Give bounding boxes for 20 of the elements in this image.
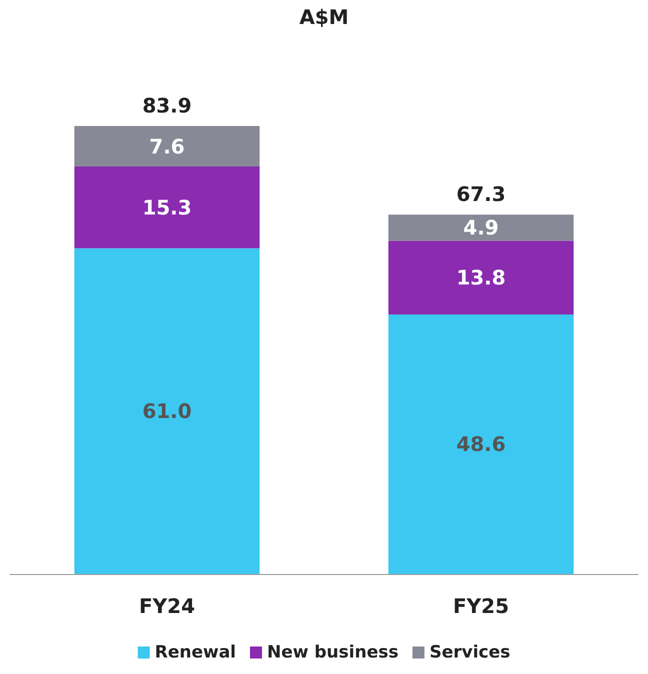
- legend-label: Services: [429, 642, 510, 662]
- data-label: 4.9: [463, 216, 499, 240]
- data-label: 48.6: [456, 432, 506, 456]
- bar: [74, 126, 260, 167]
- chart-title: A$M: [299, 5, 349, 29]
- total-label: 67.3: [456, 182, 506, 206]
- bar: [74, 248, 260, 574]
- data-label: 13.8: [456, 266, 506, 290]
- legend-label: New business: [267, 642, 398, 662]
- bar: [388, 240, 574, 314]
- x-tick-label: FY25: [453, 594, 509, 618]
- data-label: 15.3: [142, 195, 192, 220]
- bar: [388, 314, 574, 574]
- bar: [388, 214, 574, 241]
- bar: [74, 166, 260, 248]
- legend-label: Renewal: [154, 642, 236, 662]
- total-label: 83.9: [142, 93, 192, 118]
- data-label: 7.6: [149, 134, 185, 158]
- data-label: 61.0: [142, 399, 192, 424]
- x-tick-label: FY24: [139, 594, 195, 618]
